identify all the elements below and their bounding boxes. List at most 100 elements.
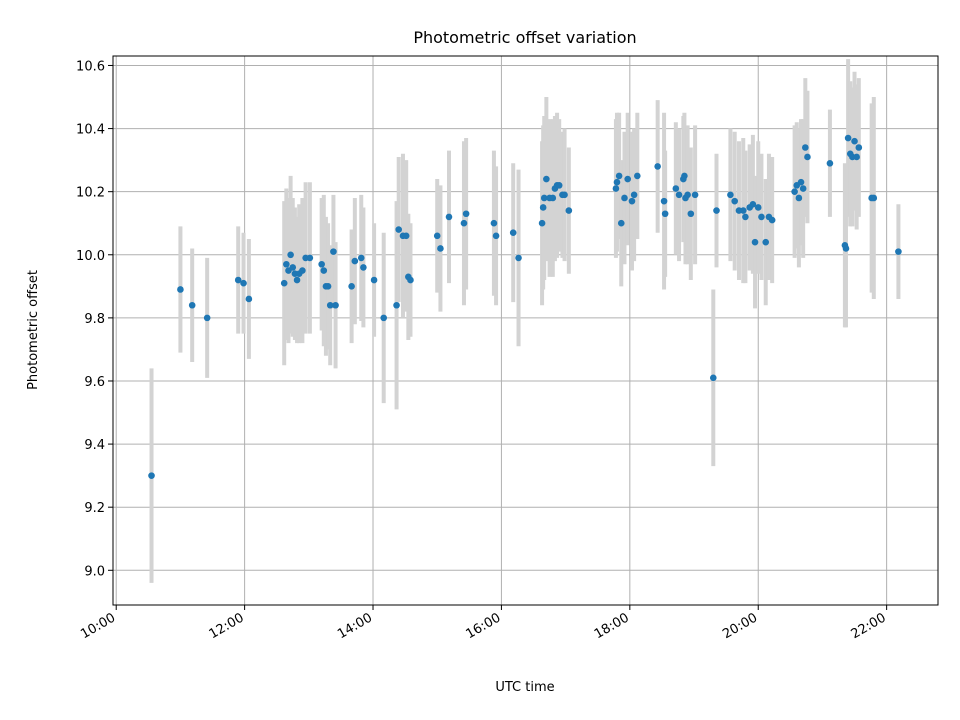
data-point [791, 188, 798, 195]
data-point [660, 197, 668, 205]
data-point [460, 219, 468, 227]
data-point [742, 213, 749, 221]
data-point [617, 219, 625, 227]
data-point [870, 194, 878, 202]
data-point [795, 194, 803, 202]
data-point [615, 172, 623, 180]
data-point [731, 197, 738, 205]
data-point [509, 229, 517, 236]
data-point [751, 238, 759, 246]
data-point [380, 314, 388, 322]
data-point [555, 182, 563, 189]
data-point [326, 301, 334, 309]
data-point [234, 276, 242, 284]
data-point [437, 245, 444, 252]
data-point [245, 295, 253, 303]
data-point [299, 267, 306, 274]
y-tick-label: 9.6 [84, 375, 105, 390]
data-point [283, 260, 290, 268]
data-point [713, 207, 720, 214]
error-bars [149, 59, 901, 583]
data-point [754, 204, 762, 211]
data-point [844, 134, 852, 142]
data-point [727, 191, 734, 199]
data-point [709, 374, 717, 382]
data-point [492, 232, 500, 240]
x-tick-label: 22:00 [849, 610, 889, 642]
data-point [351, 257, 359, 265]
x-tick-label: 16:00 [463, 610, 503, 642]
data-point [612, 185, 620, 192]
data-point [565, 207, 573, 214]
y-tick-label: 9.4 [84, 438, 105, 453]
data-point [691, 191, 699, 199]
data-point [395, 226, 403, 233]
y-tick-label: 10.6 [76, 59, 105, 74]
data-point [628, 197, 636, 205]
x-tick-label: 12:00 [207, 610, 247, 642]
data-point [654, 163, 661, 170]
data-point [287, 251, 294, 259]
data-point [661, 210, 669, 218]
data-point [332, 301, 339, 309]
data-point [799, 185, 807, 192]
data-point [613, 178, 621, 186]
plot-frame [112, 55, 939, 606]
data-point [177, 286, 184, 293]
data-point [762, 238, 770, 246]
data-point [240, 279, 247, 287]
data-point [360, 264, 367, 271]
data-point [280, 279, 288, 287]
data-point [402, 232, 410, 240]
data-point [320, 267, 328, 274]
chart-title: Photometric offset variation [413, 28, 636, 47]
data-point [624, 175, 631, 183]
data-point [318, 260, 325, 268]
data-point [348, 283, 355, 290]
data-point [490, 219, 498, 227]
data-point [687, 210, 695, 218]
x-tick-label: 10:00 [78, 610, 118, 642]
data-point [621, 194, 628, 202]
data-point [324, 283, 332, 290]
data-point [549, 194, 557, 202]
data-point [684, 191, 691, 199]
data-point [851, 137, 858, 145]
y-axis-label: Photometric offset [26, 270, 41, 390]
data-point [543, 175, 550, 183]
x-tick-label: 20:00 [720, 610, 760, 642]
y-tick-label: 9.0 [84, 564, 105, 579]
data-point [393, 301, 400, 309]
x-tick-label: 18:00 [592, 610, 632, 642]
data-point [538, 219, 546, 227]
data-point [895, 248, 902, 255]
data-point [855, 144, 863, 151]
data-point [357, 254, 365, 262]
data-point [188, 301, 196, 309]
data-point [758, 213, 765, 221]
data-point [804, 153, 811, 161]
data-point [749, 200, 757, 208]
data-point [306, 254, 314, 262]
data-points [148, 134, 902, 479]
data-point [561, 191, 568, 199]
data-point [630, 191, 638, 199]
data-point [540, 194, 548, 202]
y-tick-label: 10.2 [76, 186, 105, 201]
data-point [797, 178, 805, 186]
x-tick-label: 14:00 [335, 610, 375, 642]
data-point [842, 245, 850, 252]
y-tick-label: 9.8 [84, 312, 105, 327]
data-point [293, 276, 301, 284]
y-tick-label: 10.4 [76, 123, 105, 138]
data-point [675, 191, 683, 199]
data-point [826, 159, 834, 167]
data-point [433, 232, 441, 240]
y-tick-label: 10.0 [76, 249, 105, 264]
data-point [802, 144, 809, 151]
data-point [370, 276, 378, 284]
data-point [330, 248, 337, 255]
data-point [203, 314, 211, 322]
